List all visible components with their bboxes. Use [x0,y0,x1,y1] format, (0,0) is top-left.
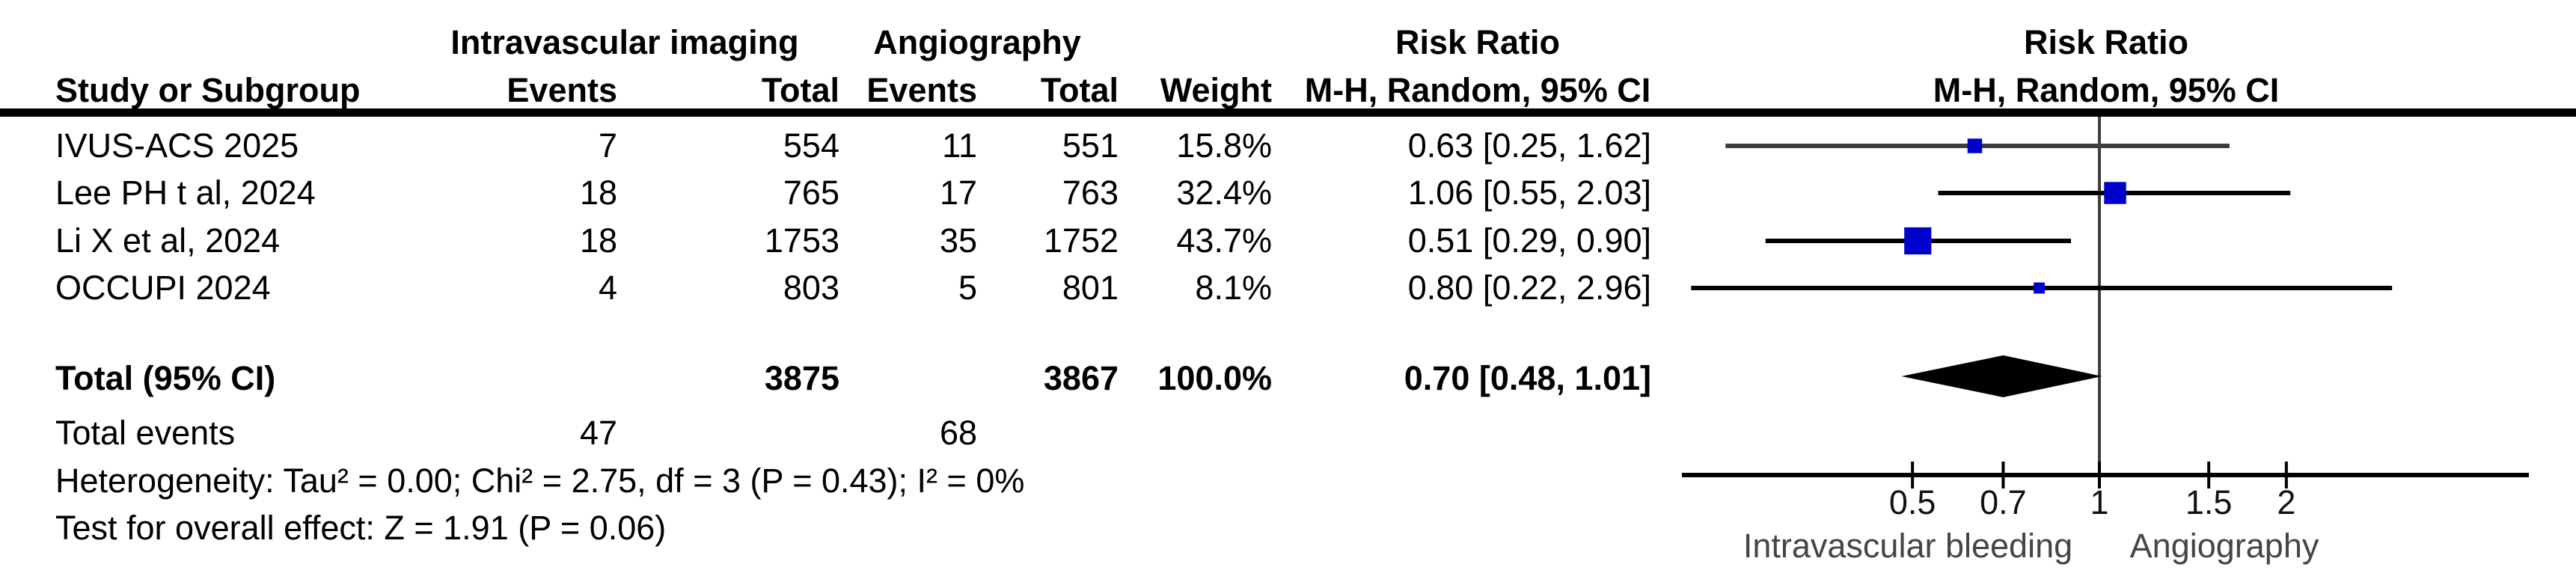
ang-total: 1752 [1043,221,1119,260]
iv-events: 18 [579,221,617,260]
x-axis [1682,473,2529,477]
axis-tick-label: 1.5 [2185,483,2233,521]
ang-events: 11 [942,126,977,165]
total-events-iv-value: 47 [579,414,617,452]
ang-total: 763 [1062,174,1119,212]
ang-events: 5 [958,269,977,307]
iv-events: 4 [598,269,617,307]
plot-title: Risk Ratio [2023,23,2189,61]
effect-column-subtitle: M-H, Random, 95% CI [1304,71,1651,109]
iv-events: 7 [598,126,617,165]
study-square [1904,227,1932,255]
ci-line [1691,286,2393,290]
ang-total: 801 [1062,269,1119,307]
study-square [2104,182,2126,204]
study-square [1967,138,1983,153]
study-name: IVUS-ACS 2025 [55,126,299,165]
study-square [2034,282,2045,294]
iv-events: 18 [579,174,617,212]
ang-events: 17 [939,174,977,212]
rr-ci-text: 0.51 [0.29, 0.90] [1407,221,1651,260]
rr-ci-text: 1.06 [0.55, 2.03] [1407,174,1651,212]
study-column-header: Study or Subgroup [55,71,361,109]
axis-tick-label: 2 [2277,483,2296,521]
ang-events: 35 [939,221,977,260]
group-header-control: Angiography [873,23,1081,61]
total-events-label: Total events [55,414,236,452]
iv-events-column-header: Events [507,71,617,109]
group-header-experimental: Intravascular imaging [450,23,799,61]
axis-tick-label: 0.5 [1888,483,1936,521]
iv-total-column-header: Total [761,71,839,109]
weight: 32.4% [1176,174,1272,212]
weight: 8.1% [1195,269,1272,307]
no-effect-line [2098,117,2101,477]
ang-total: 551 [1062,126,1119,165]
iv-total: 554 [783,126,839,165]
ang-total-column-header: Total [1040,71,1119,109]
study-name: Li X et al, 2024 [55,221,281,260]
heterogeneity-text: Heterogeneity: Tau² = 0.00; Chi² = 2.75,… [55,462,1025,500]
total-events-ang-value: 68 [939,414,977,452]
study-name: OCCUPI 2024 [55,269,271,307]
total-iv-total: 3875 [764,359,839,397]
axis-tick-label: 1 [2090,483,2109,521]
iv-total: 1753 [764,221,839,260]
ang-events-column-header: Events [866,71,977,109]
ci-line [1725,144,2230,148]
total-diamond [1901,355,2102,397]
weight: 43.7% [1176,221,1272,260]
favours-left-label: Intravascular bleeding [1743,527,2073,565]
total-rr-ci-text: 0.70 [0.48, 1.01] [1404,359,1651,397]
iv-total: 765 [783,174,839,212]
weight: 15.8% [1176,126,1272,165]
axis-tick-label: 0.7 [1980,483,2027,521]
iv-total: 803 [783,269,839,307]
total-weight: 100.0% [1157,359,1272,397]
total-label: Total (95% CI) [55,359,276,397]
ci-line [1765,239,2072,243]
overall-effect-text: Test for overall effect: Z = 1.91 (P = 0… [55,509,667,547]
effect-column-title: Risk Ratio [1395,23,1561,61]
favours-right-label: Angiography [2129,527,2319,565]
plot-subtitle: M-H, Random, 95% CI [1933,71,2280,109]
ci-line [1938,191,2291,195]
rr-ci-text: 0.63 [0.25, 1.62] [1407,126,1651,165]
rr-ci-text: 0.80 [0.22, 2.96] [1407,269,1651,307]
weight-column-header: Weight [1160,71,1272,109]
total-ang-total: 3867 [1043,359,1119,397]
study-name: Lee PH t al, 2024 [55,174,316,212]
